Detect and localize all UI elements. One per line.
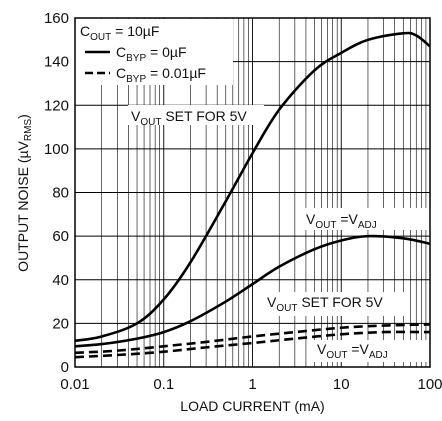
series-line-3-dashed [74,323,431,355]
legend: COUT = 10µF CBYP = 0µF CBYP = 0.01µF [80,23,206,85]
annotation-vout-adj-upper: VOUT =VADJ [306,211,377,231]
legend-header: COUT = 10µF [80,23,159,43]
annotation-vout-5v-upper: VOUT SET FOR 5V [131,108,247,128]
series-line-1-solid [74,31,431,343]
annotation-vout-5v-lower: VOUT SET FOR 5V [267,294,383,314]
series-line-2-solid [74,234,431,348]
y-axis-label: OUTPUT NOISE (µVRMS) [15,114,34,272]
x-tick-label: 100 [417,376,442,393]
y-tick-label: 80 [52,185,69,202]
x-axis-label: LOAD CURRENT (mA) [180,398,324,414]
y-tick-label: 0 [61,359,69,376]
y-tick-label: 100 [44,141,69,158]
annotation-backdrop-2 [303,208,429,230]
plot-frame [74,17,431,368]
annotation-backdrop-3 [264,292,410,316]
y-tick-label: 40 [52,272,69,289]
y-tick-label: 140 [44,54,69,71]
y-tick-label: 160 [44,10,69,27]
y-tick-label: 60 [52,228,69,245]
legend-entry-solid: CBYP = 0µF [116,44,187,64]
series-lines [74,31,431,359]
x-tick-label: 0.1 [153,376,174,393]
series-line-4-dashed [74,330,431,359]
legend-entry-dashed: CBYP = 0.01µF [116,65,206,85]
x-tick-labels: 0.01 0.1 1 10 100 [60,376,442,393]
y-tick-label: 20 [52,315,69,332]
y-tick-labels: 0 20 40 60 80 100 120 140 160 [44,10,69,376]
x-tick-label: 0.01 [60,376,89,393]
annotation-backdrop-1 [128,105,264,125]
annotation-vout-adj-lower: VOUT =VADJ [317,341,388,361]
x-tick-label: 1 [248,376,256,393]
annotation-backdrop-4 [314,340,428,362]
y-tick-label: 120 [44,97,69,114]
x-tick-label: 10 [333,376,350,393]
